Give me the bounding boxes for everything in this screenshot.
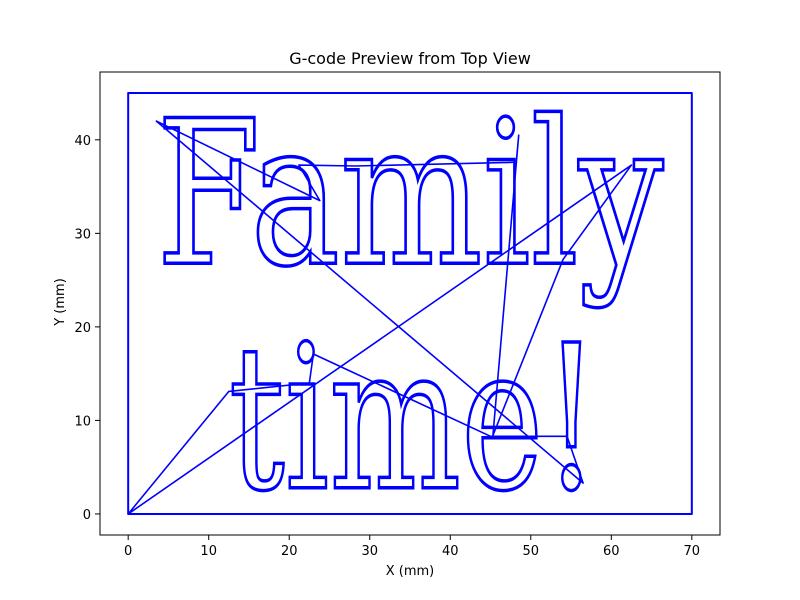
x-tick-label: 10 — [200, 544, 217, 559]
x-tick-label: 30 — [361, 544, 378, 559]
plot-frame — [99, 71, 721, 536]
y-tick-label: 0 — [83, 508, 91, 523]
text-path-0: Family — [156, 78, 663, 311]
y-tick-label: 30 — [74, 227, 91, 242]
x-tick-label: 20 — [281, 544, 298, 559]
x-tick-label: 50 — [523, 544, 540, 559]
y-tick-label: 10 — [74, 414, 91, 429]
travel-path — [127, 120, 633, 515]
chart-title: G-code Preview from Top View — [289, 49, 531, 68]
axes: 0 10 20 30 40 50 60 70 0 10 20 30 40 — [74, 71, 721, 559]
text-path-1: time! — [229, 303, 599, 536]
y-tick-label: 40 — [74, 134, 91, 149]
x-tick-label: 0 — [124, 544, 132, 559]
x-tick-label: 70 — [684, 544, 701, 559]
boundary-path — [127, 92, 693, 515]
plot-area — [127, 92, 693, 515]
y-axis-label: Y (mm) — [53, 278, 68, 327]
x-tick-label: 40 — [442, 544, 459, 559]
x-tick-label: 60 — [603, 544, 620, 559]
x-axis-label: X (mm) — [386, 564, 435, 579]
y-tick-label: 20 — [74, 321, 91, 336]
